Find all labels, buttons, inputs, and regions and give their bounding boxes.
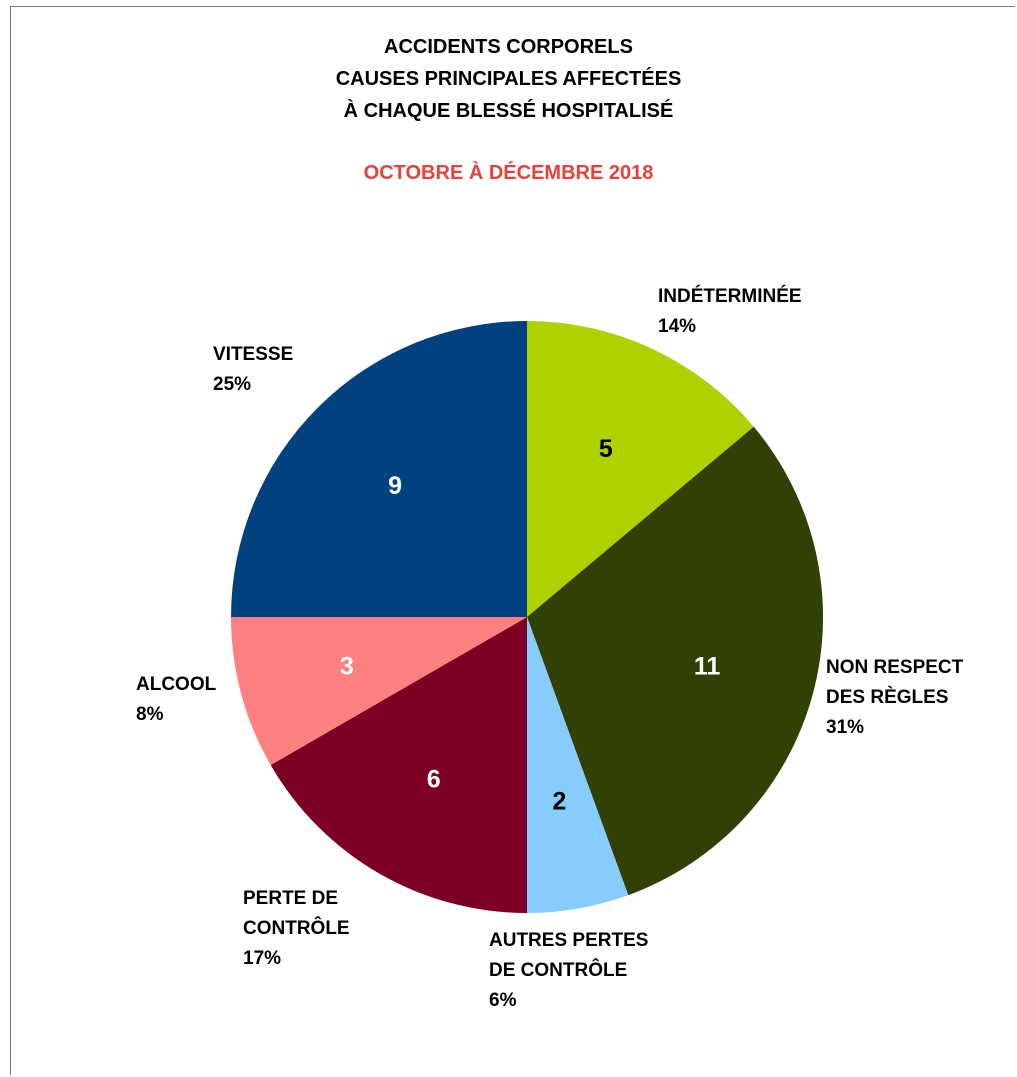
- slice-value-label: 6: [427, 765, 441, 793]
- pie-slice: [270, 617, 527, 913]
- slice-value-label: 3: [340, 652, 354, 680]
- slice-value-label: 5: [599, 435, 613, 463]
- chart-title-line-3: À CHAQUE BLESSÉ HOSPITALISÉ: [343, 100, 674, 122]
- chart-subtitle: OCTOBRE À DÉCEMBRE 2018: [363, 162, 654, 184]
- slice-value-label: 9: [388, 472, 402, 500]
- chart-frame: [10, 6, 1015, 1075]
- slice-percent-label: 6%: [489, 990, 517, 1011]
- slice-category-label: INDÉTERMINÉE: [658, 285, 802, 307]
- slice-category-label: AUTRES PERTES: [489, 930, 648, 951]
- slice-percent-label: 14%: [658, 316, 696, 337]
- slice-percent-label: 8%: [136, 704, 164, 725]
- pie-slice: [231, 617, 527, 765]
- pie-slice: [231, 321, 527, 617]
- slice-category-label: DES RÈGLES: [826, 686, 948, 708]
- slice-percent-label: 17%: [243, 948, 281, 969]
- pie-slice: [527, 617, 629, 913]
- slice-value-label: 2: [552, 788, 566, 816]
- chart-title-line-1: ACCIDENTS CORPORELS: [384, 36, 633, 58]
- pie-slice: [527, 426, 823, 896]
- slice-category-label: VITESSE: [213, 344, 293, 365]
- slice-value-label: 11: [694, 652, 721, 680]
- pie-slice: [527, 321, 754, 617]
- slice-category-label: DE CONTRÔLE: [489, 959, 627, 981]
- slice-category-label: CONTRÔLE: [243, 917, 350, 939]
- slice-percent-label: 25%: [213, 374, 251, 395]
- slice-category-label: ALCOOL: [136, 674, 217, 695]
- slice-percent-label: 31%: [826, 717, 864, 738]
- slice-category-label: PERTE DE: [243, 888, 338, 909]
- slice-category-label: NON RESPECT: [826, 657, 964, 678]
- chart-title-line-2: CAUSES PRINCIPALES AFFECTÉES: [335, 68, 682, 90]
